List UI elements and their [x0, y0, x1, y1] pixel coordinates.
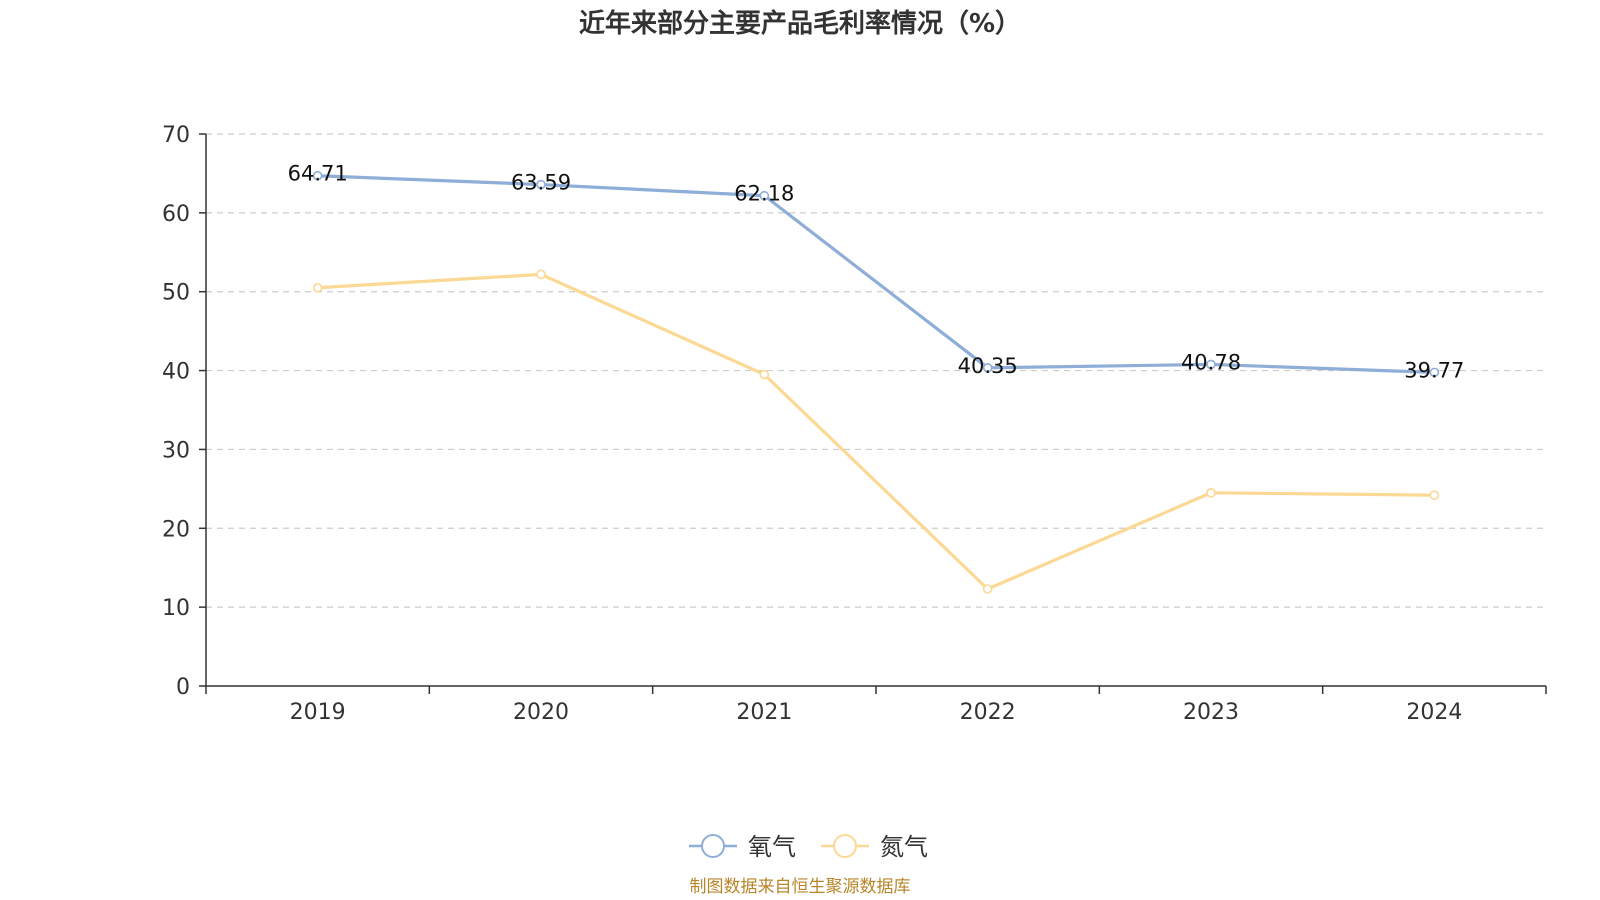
data-point — [1206, 359, 1216, 370]
y-tick-label: 30 — [162, 438, 190, 463]
y-tick-label: 10 — [162, 596, 190, 621]
data-label: 40.35 — [958, 354, 1018, 378]
source-note: 制图数据来自恒生聚源数据库 — [690, 877, 911, 897]
data-point — [1206, 487, 1216, 498]
legend: 氧气 氮气 — [689, 833, 928, 861]
axes: 0 10 20 30 40 50 60 70 2019 2020 2021 2022 2023 2024 — [162, 123, 1547, 725]
y-tick-label: 20 — [162, 517, 190, 542]
data-labels: 64.71 63.59 62.18 40.35 40.78 39.77 — [288, 162, 1465, 383]
data-point — [312, 282, 323, 293]
data-label: 63.59 — [511, 171, 571, 195]
y-tick-label: 40 — [162, 360, 190, 385]
y-tick-label: 60 — [162, 202, 190, 227]
x-tick-label: 2024 — [1406, 700, 1462, 725]
legend-label: 氮气 — [880, 833, 928, 861]
data-point — [759, 190, 770, 201]
data-label: 64.71 — [288, 162, 348, 186]
x-tick-label: 2021 — [736, 700, 792, 725]
y-tick-label: 70 — [162, 123, 190, 148]
x-tick-label: 2022 — [960, 700, 1016, 725]
legend-marker — [701, 834, 725, 858]
legend-label: 氧气 — [748, 833, 796, 861]
data-point — [536, 179, 546, 190]
series-line-1 — [317, 272, 1435, 591]
data-point — [1429, 367, 1440, 378]
chart-title: 近年来部分主要产品毛利率情况（%） — [579, 8, 1021, 39]
data-label: 62.18 — [734, 182, 794, 206]
data-point — [536, 269, 546, 280]
grid-lines — [206, 133, 1546, 608]
data-point — [759, 369, 770, 380]
series-layer — [312, 170, 1440, 594]
data-label: 39.77 — [1404, 358, 1464, 382]
data-point — [982, 584, 993, 594]
y-tick-label: 0 — [176, 675, 190, 700]
series-line-0 — [317, 174, 1435, 374]
legend-marker — [833, 834, 857, 858]
data-point — [982, 363, 993, 373]
data-label: 40.78 — [1181, 350, 1241, 374]
x-tick-label: 2019 — [290, 700, 346, 725]
data-point — [1429, 490, 1440, 500]
data-point — [312, 170, 323, 181]
y-tick-label: 50 — [162, 281, 190, 306]
x-tick-label: 2020 — [513, 700, 569, 725]
x-tick-label: 2023 — [1183, 700, 1239, 725]
